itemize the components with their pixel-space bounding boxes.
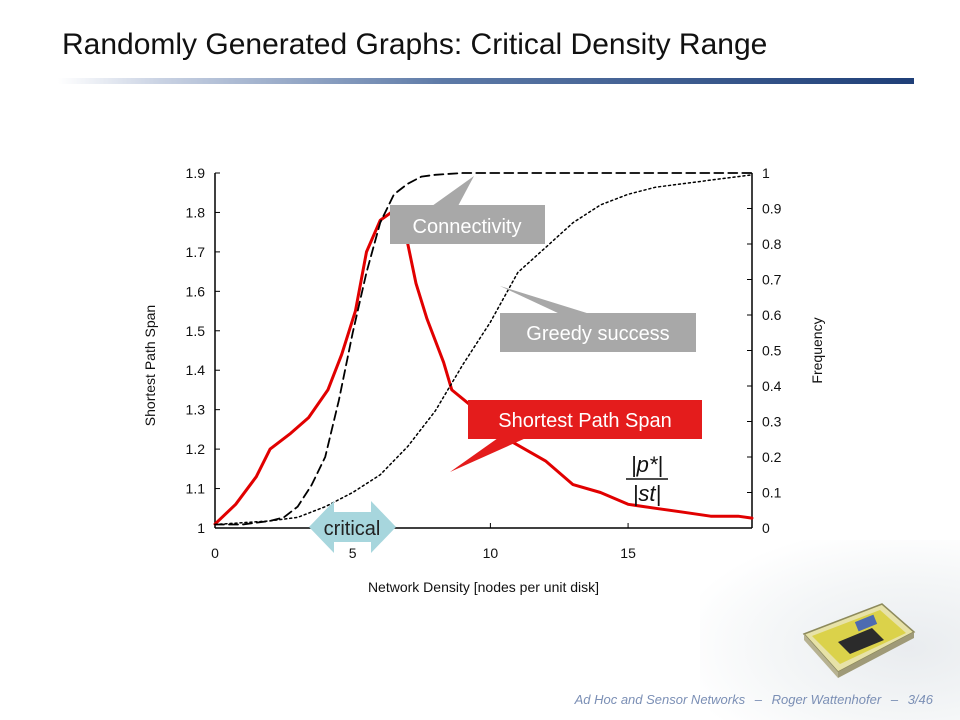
sensor-node-image — [802, 603, 916, 678]
span-series-line — [213, 207, 754, 526]
connectivity-callout-pointer — [432, 176, 474, 206]
slide-footer: Ad Hoc and Sensor Networks – Roger Watte… — [572, 692, 936, 707]
y-tick-label: 1.2 — [186, 441, 206, 457]
chart-annotations: Connectivity Greedy success Shortest Pat… — [309, 176, 702, 553]
footer-author: Roger Wattenhofer — [771, 692, 882, 707]
y-tick-label: 1.5 — [186, 323, 206, 339]
y2-tick-label: 0.1 — [762, 485, 782, 501]
y2-axis-label: Frequency — [809, 317, 825, 383]
y-tick-label: 1.8 — [186, 204, 206, 220]
chart-axes: 1 1.1 1.2 1.3 1.4 1.5 1.6 1.7 1.8 1.9 0 0.1 0.2 0.3 0.… — [142, 165, 825, 595]
formula-denominator: |st| — [633, 481, 662, 506]
y2-tick-label: 0 — [762, 520, 770, 536]
greedy-callout-pointer — [500, 286, 590, 314]
x-tick-label: 0 — [211, 545, 219, 561]
y-axis-label: Shortest Path Span — [142, 305, 158, 426]
y-tick-label: 1.9 — [186, 165, 206, 181]
x-tick-label: 5 — [349, 545, 357, 561]
greedy-callout-label: Greedy success — [526, 323, 669, 345]
critical-range-arrow — [309, 501, 396, 553]
y2-tick-label: 0.9 — [762, 201, 782, 217]
span-callout-pointer — [450, 438, 526, 472]
y-tick-label: 1.7 — [186, 244, 206, 260]
footer-course: Ad Hoc and Sensor Networks — [574, 692, 746, 707]
y2-tick-label: 0.5 — [762, 343, 782, 359]
critical-range-label: critical — [324, 518, 381, 540]
y2-tick-label: 0.6 — [762, 307, 782, 323]
y2-tick-label: 0.3 — [762, 414, 782, 430]
footer-separator-2: – — [890, 692, 899, 707]
y-tick-label: 1.4 — [186, 362, 206, 378]
span-callout — [468, 400, 702, 439]
y-tick-label: 1.1 — [186, 481, 206, 497]
y2-tick-label: 0.4 — [762, 378, 782, 394]
y2-tick-label: 1 — [762, 165, 770, 181]
y-tick-label: 1 — [197, 520, 205, 536]
connectivity-callout-label: Connectivity — [413, 216, 522, 238]
span-callout-label: Shortest Path Span — [498, 410, 671, 432]
x-axis-label: Network Density [nodes per unit disk] — [368, 579, 599, 595]
connectivity-callout — [390, 205, 545, 244]
footer-page-number: 3/46 — [907, 692, 933, 707]
formula-numerator: |p*| — [631, 452, 663, 477]
greedy-series-line — [214, 174, 753, 526]
connectivity-series-line — [214, 172, 753, 526]
footer-separator: – — [754, 692, 762, 707]
x-tick-label: 15 — [620, 545, 636, 561]
chart-series — [213, 172, 754, 526]
y2-tick-label: 0.2 — [762, 449, 782, 465]
y2-tick-label: 0.7 — [762, 272, 782, 288]
title-rule — [58, 78, 914, 84]
x-tick-label: 10 — [483, 545, 499, 561]
y-tick-label: 1.6 — [186, 283, 206, 299]
y-tick-label: 1.3 — [186, 402, 206, 418]
slide-title: Randomly Generated Graphs: Critical Dens… — [62, 28, 768, 61]
greedy-callout — [500, 313, 696, 352]
y2-tick-label: 0.8 — [762, 236, 782, 252]
